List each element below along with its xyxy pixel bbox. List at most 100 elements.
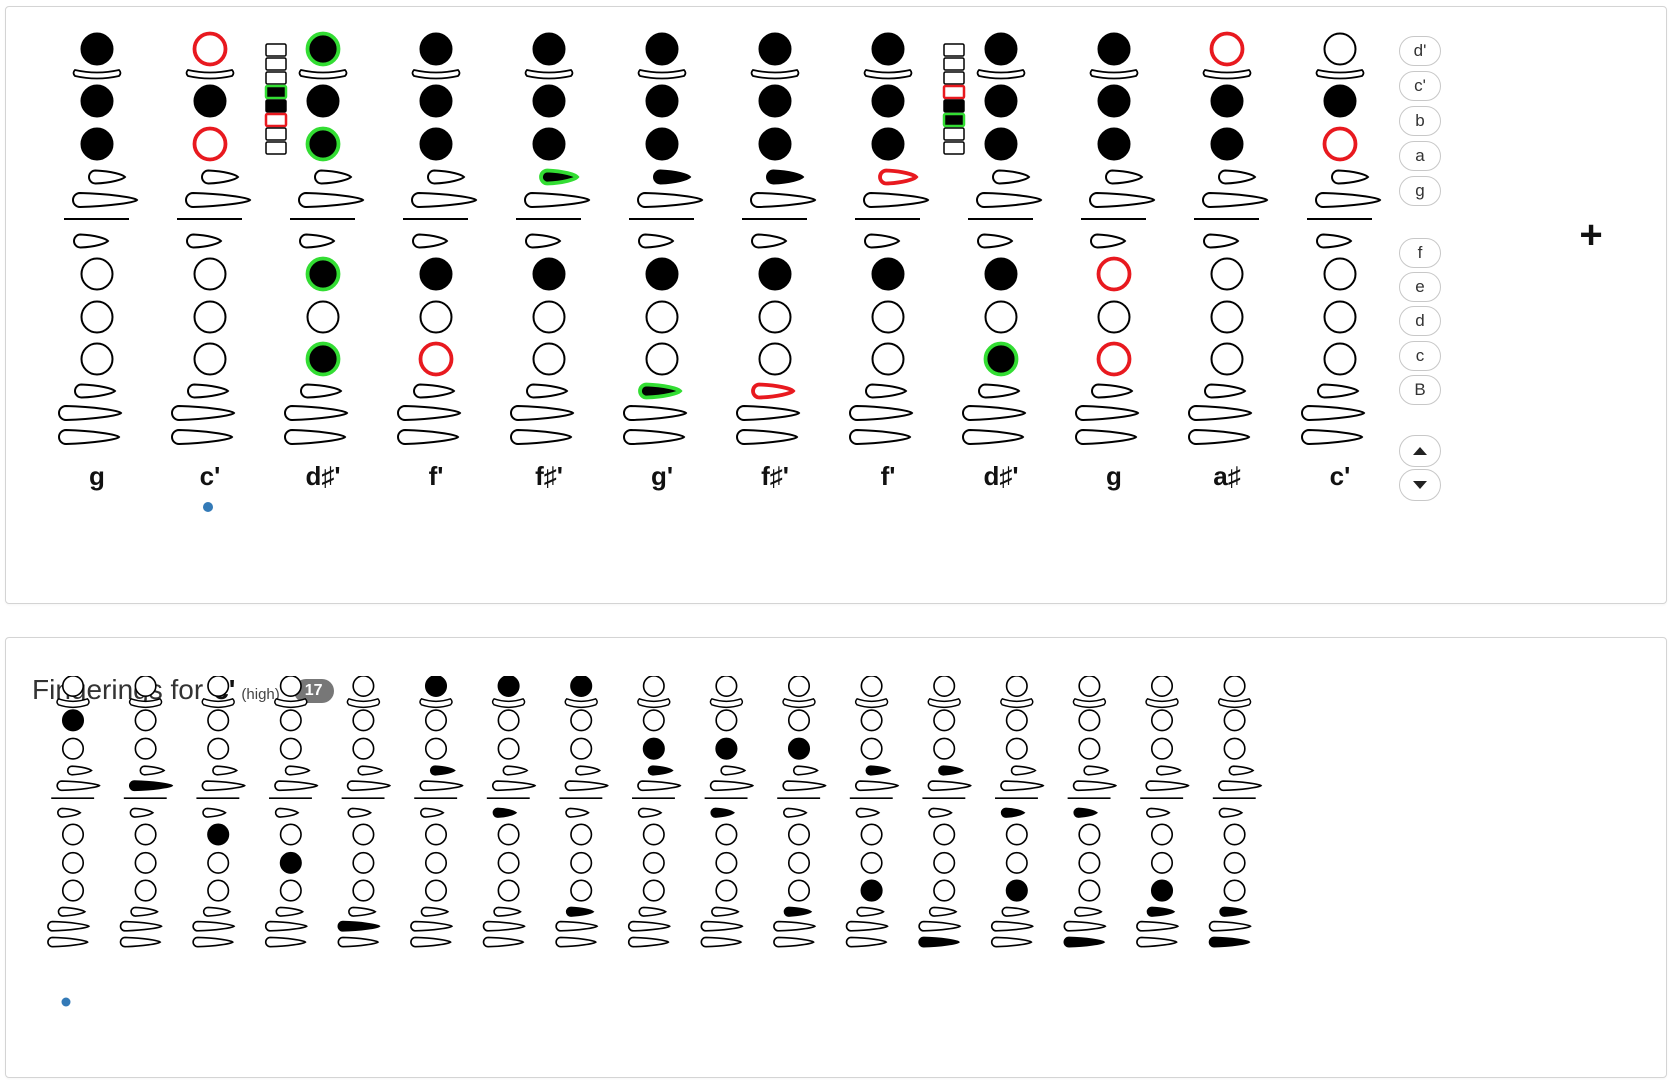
side-key-3[interactable]	[525, 233, 562, 249]
top-hole-1[interactable]	[352, 676, 375, 698]
side-key-1[interactable]	[1155, 765, 1182, 776]
pinky-key-2[interactable]	[337, 920, 381, 932]
side-key-1[interactable]	[502, 765, 529, 776]
pinky-key-2[interactable]	[990, 920, 1034, 932]
side-key-1[interactable]	[1083, 765, 1110, 776]
pinky-key-3[interactable]	[47, 936, 89, 948]
pinky-key-3[interactable]	[192, 936, 235, 948]
pinky-key-2[interactable]	[918, 920, 962, 932]
side-key-2[interactable]	[1145, 780, 1190, 792]
top-hole-1[interactable]	[642, 676, 665, 698]
bottom-hole-2[interactable]	[1210, 300, 1244, 334]
pinky-key-1[interactable]	[74, 383, 117, 399]
bottom-hole-3[interactable]	[1096, 341, 1132, 377]
side-key-3[interactable]	[1218, 807, 1244, 818]
pinky-key-2[interactable]	[1188, 404, 1253, 422]
pinky-key-2[interactable]	[58, 404, 123, 422]
octave-key[interactable]	[265, 57, 287, 71]
pinky-key-3[interactable]	[849, 428, 912, 446]
bottom-hole-1[interactable]	[1150, 823, 1174, 846]
bottom-hole-3[interactable]	[860, 879, 883, 902]
pinky-key-1[interactable]	[865, 383, 908, 399]
top-hole-3[interactable]	[352, 737, 375, 760]
pinky-key-1[interactable]	[978, 383, 1021, 399]
side-key-2[interactable]	[564, 780, 609, 792]
note-label[interactable]: d♯'	[983, 461, 1018, 491]
note-button-b[interactable]: b	[1399, 106, 1441, 136]
top-hole-3[interactable]	[758, 127, 792, 161]
pinky-key-3[interactable]	[264, 936, 307, 948]
pinky-key-2[interactable]	[47, 920, 91, 932]
pinky-key-3[interactable]	[1208, 936, 1251, 948]
fingering-diagram[interactable]	[171, 31, 252, 446]
note-label[interactable]: d♯'	[305, 461, 340, 491]
bottom-hole-2[interactable]	[306, 300, 340, 334]
side-key-1[interactable]	[427, 169, 466, 185]
pinky-key-2[interactable]	[773, 920, 817, 932]
side-key-3[interactable]	[347, 807, 373, 818]
bottom-hole-1[interactable]	[984, 257, 1018, 291]
top-hole-2[interactable]	[758, 84, 792, 118]
bottom-hole-3[interactable]	[134, 879, 157, 902]
pinky-key-1[interactable]	[783, 906, 813, 917]
pinky-key-3[interactable]	[410, 936, 452, 948]
side-key-2[interactable]	[274, 780, 319, 792]
octave-key[interactable]	[265, 43, 287, 57]
octave-key[interactable]	[265, 141, 287, 155]
bottom-hole-2[interactable]	[871, 300, 905, 334]
note-button-d[interactable]: d	[1399, 306, 1441, 336]
top-hole-1[interactable]	[532, 32, 566, 66]
side-key-1[interactable]	[865, 765, 892, 776]
fingering-diagram[interactable]	[849, 32, 930, 446]
side-key-1[interactable]	[201, 169, 240, 185]
fingering-diagram[interactable]	[623, 32, 704, 446]
pinky-key-3[interactable]	[482, 936, 525, 948]
pinky-key-3[interactable]	[1075, 428, 1138, 446]
top-hole-2[interactable]	[871, 84, 905, 118]
fingering-diagram[interactable]	[962, 32, 1043, 446]
note-label[interactable]: g	[89, 461, 105, 491]
side-key-1[interactable]	[1228, 765, 1255, 776]
bottom-hole-3[interactable]	[532, 342, 566, 376]
fingering-diagram[interactable]	[510, 32, 591, 446]
pinky-key-3[interactable]	[58, 428, 121, 446]
side-key-2[interactable]	[524, 191, 591, 209]
bottom-hole-2[interactable]	[645, 300, 679, 334]
side-key-3[interactable]	[492, 807, 518, 818]
bottom-hole-2[interactable]	[1150, 851, 1174, 874]
side-key-1[interactable]	[1331, 169, 1370, 185]
bottom-hole-1[interactable]	[134, 823, 157, 846]
side-key-2[interactable]	[346, 780, 392, 792]
side-key-1[interactable]	[720, 765, 747, 776]
bottom-hole-2[interactable]	[570, 851, 593, 874]
note-label[interactable]: f'	[881, 461, 896, 491]
pinky-key-2[interactable]	[962, 404, 1027, 422]
side-key-1[interactable]	[878, 168, 919, 186]
side-key-3[interactable]	[928, 807, 953, 818]
pinky-key-3[interactable]	[962, 428, 1025, 446]
side-key-1[interactable]	[1010, 765, 1037, 776]
note-label[interactable]: a♯	[1213, 461, 1240, 491]
side-key-2[interactable]	[201, 780, 246, 792]
pinky-key-1[interactable]	[1074, 906, 1103, 917]
bottom-hole-2[interactable]	[787, 851, 811, 874]
note-button-d-high[interactable]: d'	[1399, 36, 1441, 66]
side-key-3[interactable]	[73, 233, 110, 249]
bottom-hole-3[interactable]	[715, 879, 738, 902]
top-hole-3[interactable]	[1005, 737, 1028, 760]
bottom-hole-3[interactable]	[305, 341, 341, 377]
side-key-2[interactable]	[1000, 780, 1045, 792]
pinky-key-2[interactable]	[171, 404, 236, 422]
top-hole-1[interactable]	[207, 676, 230, 698]
top-hole-3[interactable]	[192, 126, 228, 162]
top-hole-2[interactable]	[134, 709, 157, 732]
top-hole-2[interactable]	[532, 84, 566, 118]
top-hole-3[interactable]	[419, 127, 453, 161]
bottom-hole-1[interactable]	[207, 823, 230, 846]
pinky-key-2[interactable]	[845, 920, 889, 932]
octave-key[interactable]	[264, 84, 288, 100]
bottom-hole-1[interactable]	[279, 823, 302, 846]
pinky-key-2[interactable]	[1136, 920, 1180, 932]
top-hole-3[interactable]	[61, 737, 85, 760]
bottom-hole-1[interactable]	[570, 823, 593, 846]
